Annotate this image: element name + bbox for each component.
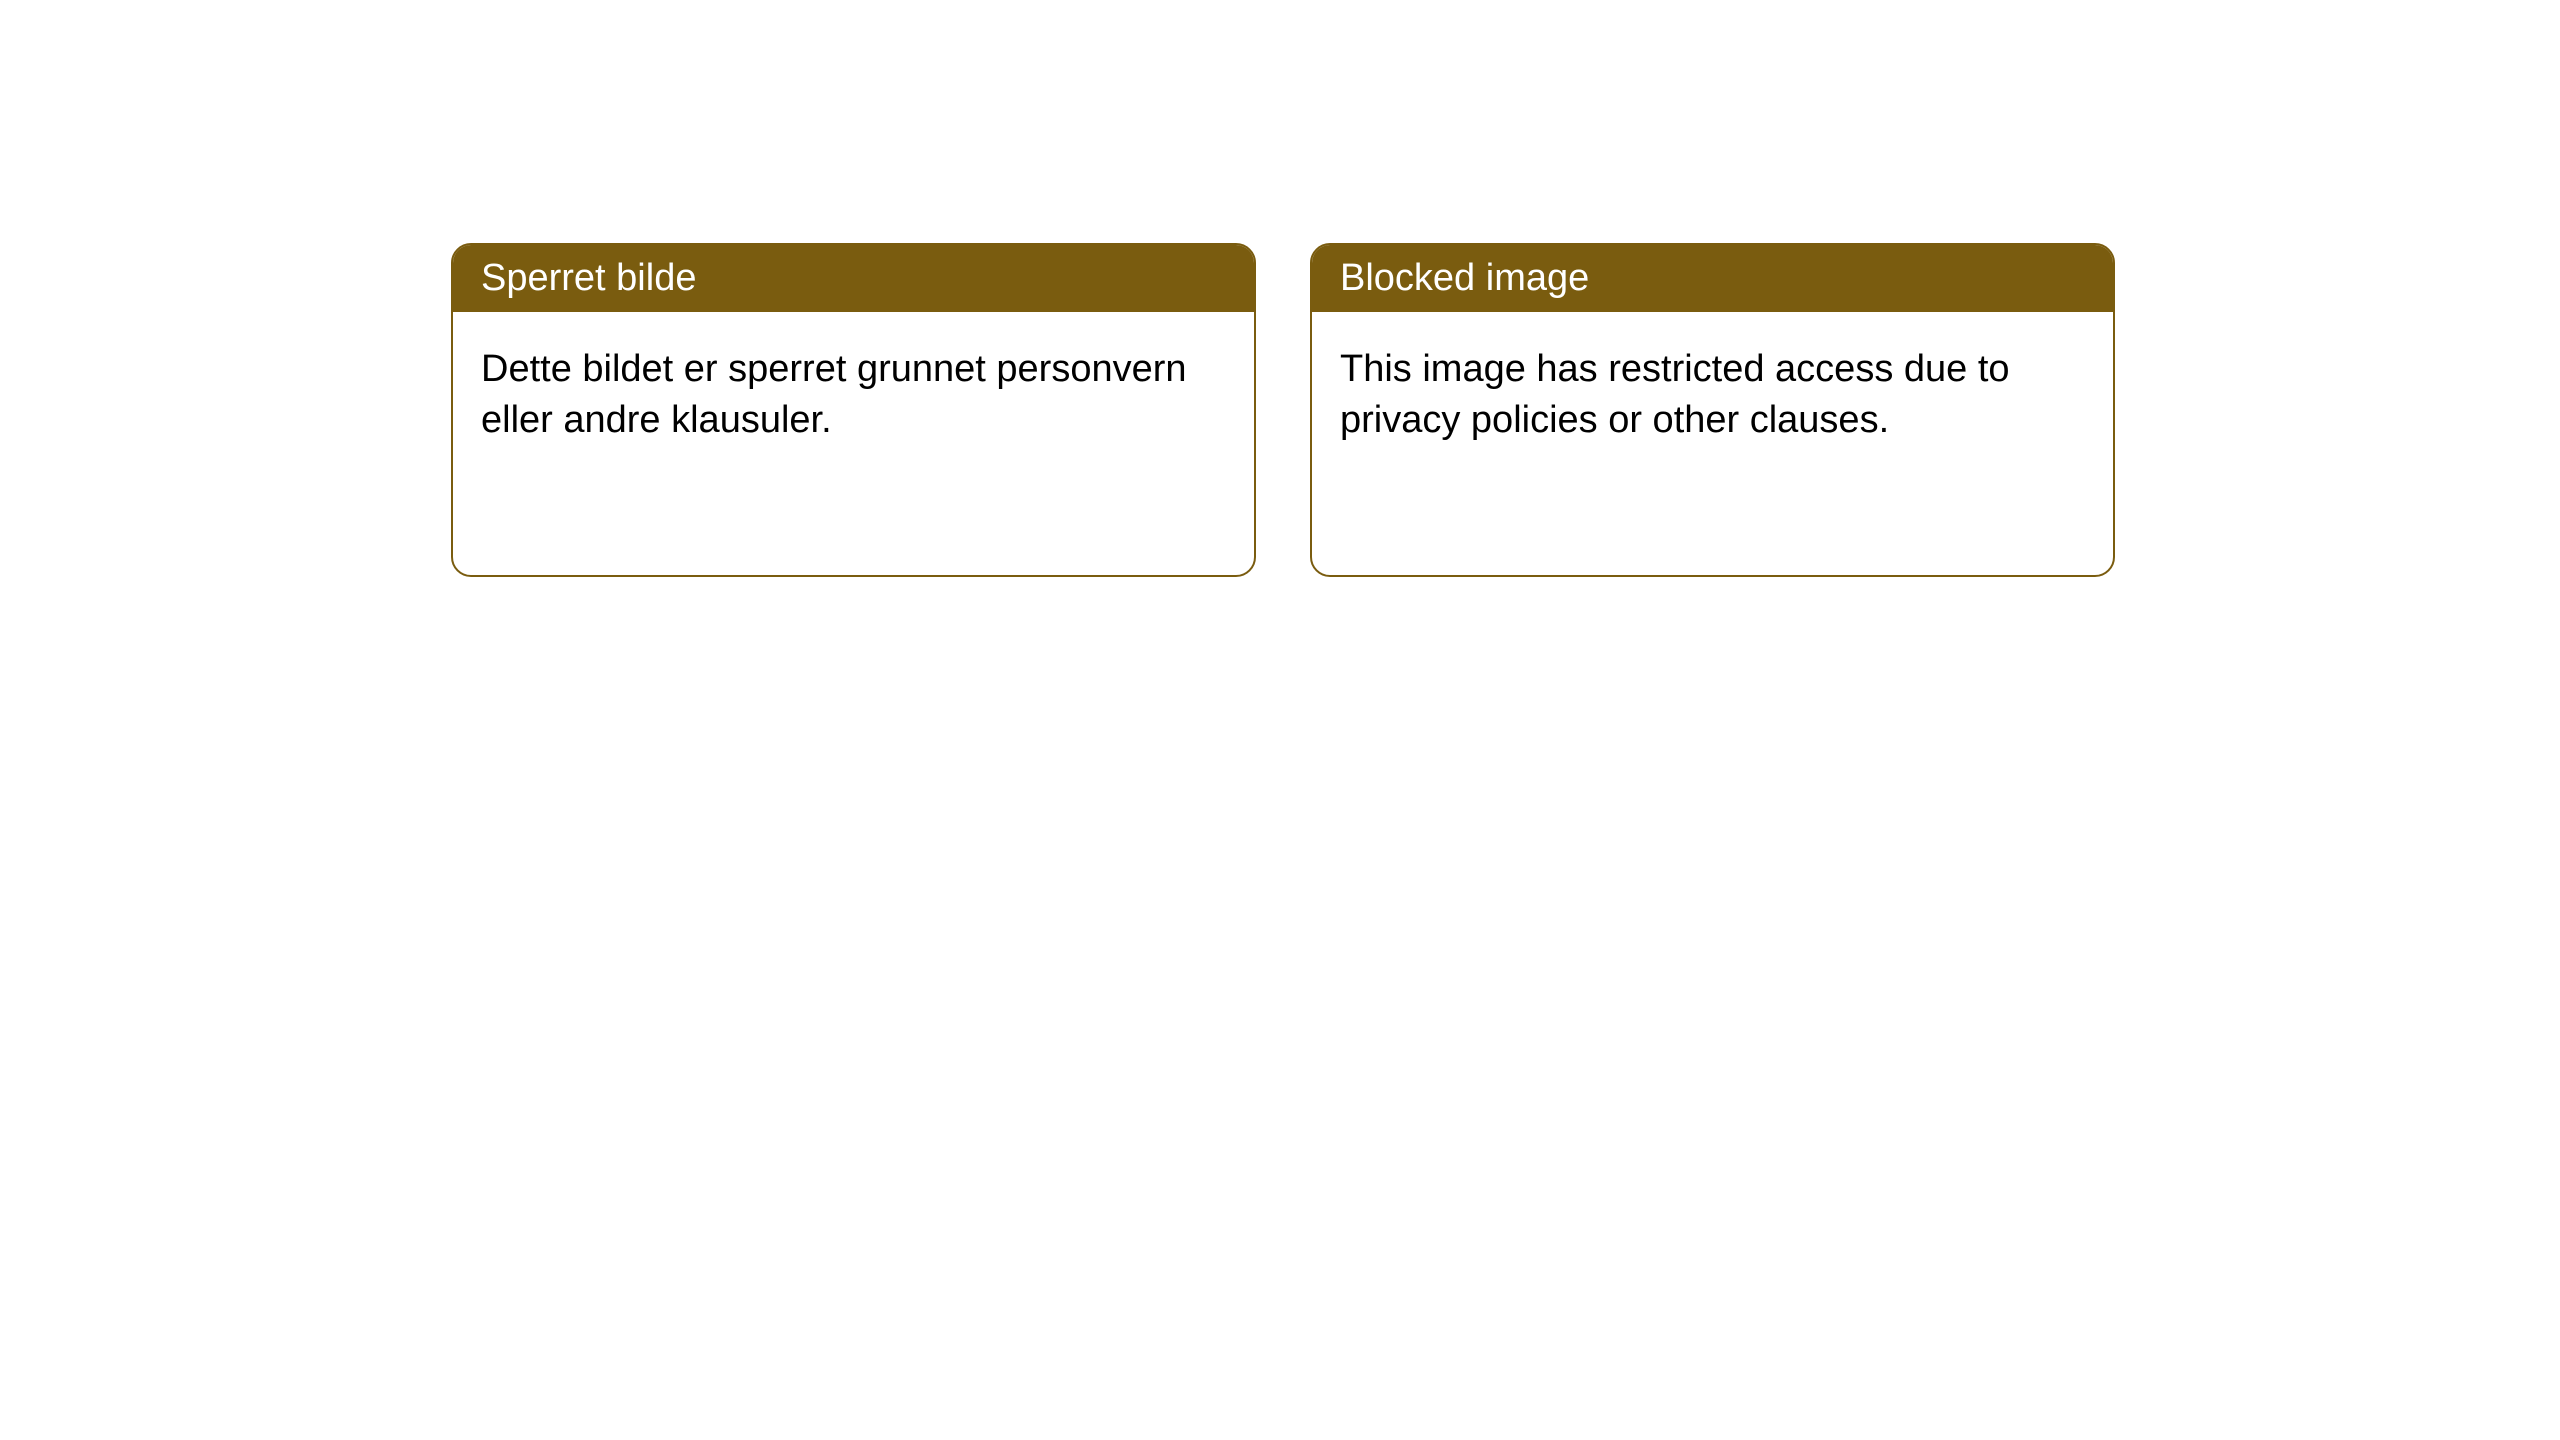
notice-card-norwegian: Sperret bilde Dette bildet er sperret gr…	[451, 243, 1256, 577]
card-title: Sperret bilde	[481, 257, 696, 299]
notice-cards-container: Sperret bilde Dette bildet er sperret gr…	[451, 243, 2115, 577]
notice-card-english: Blocked image This image has restricted …	[1310, 243, 2115, 577]
card-title: Blocked image	[1340, 257, 1589, 299]
card-header-norwegian: Sperret bilde	[453, 245, 1254, 312]
card-header-english: Blocked image	[1312, 245, 2113, 312]
card-text: This image has restricted access due to …	[1340, 348, 2010, 441]
card-text: Dette bildet er sperret grunnet personve…	[481, 348, 1187, 441]
card-body-norwegian: Dette bildet er sperret grunnet personve…	[453, 312, 1254, 479]
card-body-english: This image has restricted access due to …	[1312, 312, 2113, 479]
